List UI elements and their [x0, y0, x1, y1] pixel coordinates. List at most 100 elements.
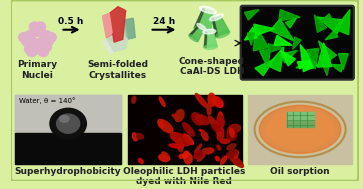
Ellipse shape	[172, 114, 181, 120]
Ellipse shape	[183, 134, 193, 145]
Ellipse shape	[217, 145, 220, 150]
Ellipse shape	[259, 105, 341, 153]
Ellipse shape	[41, 31, 52, 40]
Text: Cone-shaped
CaAl-DS LDH: Cone-shaped CaAl-DS LDH	[179, 57, 245, 76]
Polygon shape	[254, 24, 274, 36]
Polygon shape	[109, 7, 126, 42]
Ellipse shape	[43, 36, 53, 46]
Ellipse shape	[159, 122, 163, 127]
Ellipse shape	[41, 42, 52, 52]
Ellipse shape	[207, 103, 211, 115]
Polygon shape	[189, 25, 204, 41]
Text: 24 h: 24 h	[153, 17, 175, 26]
Ellipse shape	[228, 124, 240, 133]
Ellipse shape	[19, 33, 29, 42]
Ellipse shape	[159, 154, 168, 162]
Text: Oleophilic LDH particles
dyed with Nile Red: Oleophilic LDH particles dyed with Nile …	[123, 167, 245, 186]
Ellipse shape	[138, 159, 143, 163]
Ellipse shape	[227, 149, 237, 158]
Polygon shape	[260, 49, 270, 68]
Polygon shape	[325, 30, 338, 40]
Bar	[16, 95, 121, 135]
Polygon shape	[281, 50, 295, 66]
Ellipse shape	[220, 139, 229, 143]
Ellipse shape	[208, 116, 220, 131]
Ellipse shape	[195, 94, 207, 108]
Ellipse shape	[192, 113, 203, 125]
Polygon shape	[204, 31, 217, 48]
Polygon shape	[331, 64, 343, 72]
Text: Superhydrophobicity: Superhydrophobicity	[15, 167, 122, 176]
Polygon shape	[285, 18, 297, 28]
Ellipse shape	[184, 153, 192, 164]
Ellipse shape	[46, 33, 56, 42]
Ellipse shape	[209, 14, 223, 21]
Text: Primary
Nuclei: Primary Nuclei	[17, 60, 58, 80]
Ellipse shape	[197, 23, 206, 30]
Text: Semi-folded
Crystallites: Semi-folded Crystallites	[87, 60, 148, 80]
Polygon shape	[274, 35, 292, 45]
Ellipse shape	[216, 156, 219, 161]
Ellipse shape	[195, 115, 209, 125]
Text: 0.5 h: 0.5 h	[58, 17, 84, 26]
Ellipse shape	[216, 31, 230, 38]
Polygon shape	[319, 55, 331, 76]
Ellipse shape	[197, 155, 205, 161]
Ellipse shape	[33, 44, 44, 54]
Polygon shape	[339, 53, 348, 70]
Polygon shape	[300, 45, 318, 72]
Polygon shape	[318, 41, 337, 63]
Ellipse shape	[201, 132, 208, 138]
Ellipse shape	[32, 27, 43, 36]
Ellipse shape	[195, 144, 201, 153]
Polygon shape	[335, 10, 350, 35]
Bar	[287, 112, 314, 120]
Ellipse shape	[22, 36, 32, 46]
Ellipse shape	[50, 108, 86, 139]
Text: Water, θ = 140°: Water, θ = 140°	[19, 97, 76, 104]
Ellipse shape	[162, 152, 170, 161]
Ellipse shape	[212, 97, 223, 107]
Ellipse shape	[203, 132, 208, 141]
Ellipse shape	[212, 124, 221, 131]
Polygon shape	[268, 44, 284, 53]
Polygon shape	[267, 47, 284, 72]
Ellipse shape	[177, 138, 183, 152]
Polygon shape	[245, 10, 259, 20]
Polygon shape	[204, 32, 207, 48]
Ellipse shape	[189, 35, 198, 42]
Bar	[248, 95, 352, 164]
Bar	[127, 95, 242, 164]
Polygon shape	[280, 50, 297, 63]
Polygon shape	[293, 37, 301, 49]
Ellipse shape	[26, 47, 37, 57]
Ellipse shape	[203, 29, 216, 34]
Polygon shape	[247, 33, 255, 45]
Ellipse shape	[194, 27, 211, 34]
Ellipse shape	[35, 22, 46, 32]
Ellipse shape	[200, 129, 204, 133]
Ellipse shape	[60, 115, 69, 122]
Ellipse shape	[216, 129, 221, 136]
Ellipse shape	[159, 97, 165, 107]
Ellipse shape	[228, 154, 244, 167]
Ellipse shape	[254, 102, 346, 157]
Polygon shape	[212, 16, 229, 37]
Ellipse shape	[200, 6, 216, 14]
Polygon shape	[253, 24, 268, 51]
Polygon shape	[194, 9, 213, 33]
Polygon shape	[103, 13, 112, 37]
Text: Oil sorption: Oil sorption	[270, 167, 330, 176]
Ellipse shape	[25, 31, 35, 40]
Ellipse shape	[204, 45, 217, 49]
Ellipse shape	[132, 133, 138, 141]
Ellipse shape	[29, 22, 40, 32]
Ellipse shape	[136, 134, 143, 139]
Polygon shape	[314, 15, 326, 32]
Polygon shape	[103, 39, 114, 55]
Polygon shape	[317, 43, 332, 67]
Ellipse shape	[169, 144, 183, 148]
Ellipse shape	[25, 44, 35, 54]
Polygon shape	[317, 17, 343, 34]
Polygon shape	[245, 27, 257, 40]
